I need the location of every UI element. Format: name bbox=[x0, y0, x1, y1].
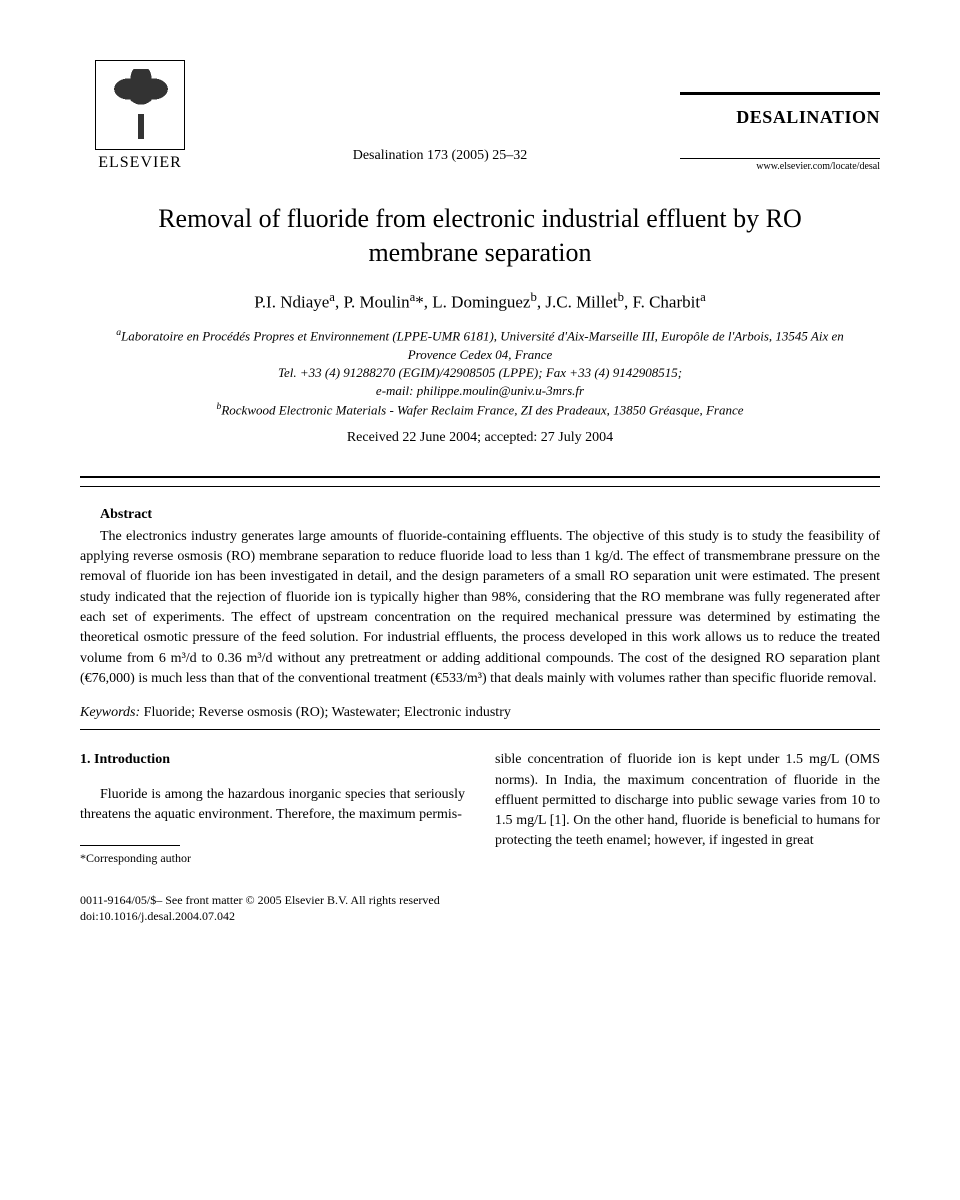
rule-thick bbox=[80, 476, 880, 478]
top-rule bbox=[680, 92, 880, 95]
rule-thin-2 bbox=[80, 729, 880, 730]
affiliations: aLaboratoire en Procédés Propres et Envi… bbox=[110, 326, 850, 420]
publisher-logo-block: ELSEVIER bbox=[80, 60, 200, 172]
affiliation-b: Rockwood Electronic Materials - Wafer Re… bbox=[221, 403, 743, 418]
footer-line1: 0011-9164/05/$– See front matter © 2005 … bbox=[80, 892, 880, 909]
paragraph-col2: sible concentration of fluoride ion is k… bbox=[495, 750, 880, 851]
journal-block: DESALINATION www.elsevier.com/locate/des… bbox=[680, 92, 880, 172]
column-left: 1. Introduction Fluoride is among the ha… bbox=[80, 750, 465, 867]
footer: 0011-9164/05/$– See front matter © 2005 … bbox=[80, 892, 880, 926]
citation: Desalination 173 (2005) 25–32 bbox=[200, 148, 680, 172]
body-columns: 1. Introduction Fluoride is among the ha… bbox=[80, 750, 880, 867]
publisher-name: ELSEVIER bbox=[98, 154, 182, 172]
affiliation-email: e-mail: philippe.moulin@univ.u-3mrs.fr bbox=[376, 383, 584, 398]
dates: Received 22 June 2004; accepted: 27 July… bbox=[80, 430, 880, 446]
rule-thin bbox=[80, 486, 880, 487]
footnote-separator bbox=[80, 845, 180, 846]
keywords-label: Keywords: bbox=[80, 705, 140, 720]
footer-line2: doi:10.1016/j.desal.2004.07.042 bbox=[80, 908, 880, 925]
journal-url: www.elsevier.com/locate/desal bbox=[680, 158, 880, 172]
section-1-heading: 1. Introduction bbox=[80, 750, 465, 770]
elsevier-tree-icon bbox=[95, 60, 185, 150]
keywords: Keywords: Fluoride; Reverse osmosis (RO)… bbox=[80, 705, 880, 721]
corresponding-author-footnote: *Corresponding author bbox=[80, 850, 465, 867]
abstract-heading: Abstract bbox=[100, 507, 880, 523]
affiliation-a: Laboratoire en Procédés Propres et Envir… bbox=[121, 329, 844, 362]
keywords-text: Fluoride; Reverse osmosis (RO); Wastewat… bbox=[140, 705, 511, 720]
article-title: Removal of fluoride from electronic indu… bbox=[120, 202, 840, 270]
paragraph-col1: Fluoride is among the hazardous inorgani… bbox=[80, 785, 465, 826]
authors: P.I. Ndiayea, P. Moulina*, L. Dominguezb… bbox=[80, 290, 880, 313]
abstract-body: The electronics industry generates large… bbox=[80, 527, 880, 689]
journal-name: DESALINATION bbox=[680, 107, 880, 128]
affiliation-contact: Tel. +33 (4) 91288270 (EGIM)/42908505 (L… bbox=[278, 365, 682, 380]
column-right: sible concentration of fluoride ion is k… bbox=[495, 750, 880, 867]
header: ELSEVIER Desalination 173 (2005) 25–32 D… bbox=[80, 60, 880, 172]
